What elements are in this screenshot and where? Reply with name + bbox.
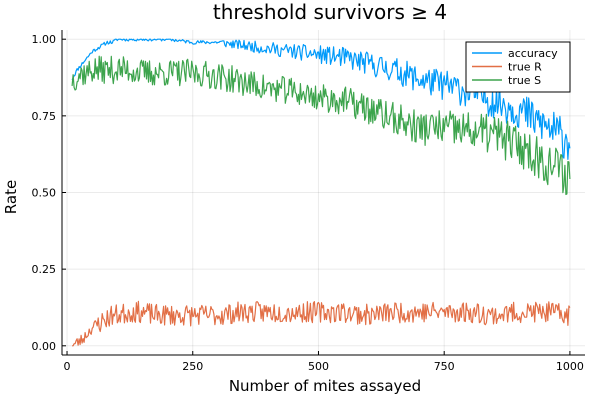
x-tick-label: 500 [308,360,329,373]
series-line-true-s [71,55,571,196]
axes-layer: 0 250 500 750 1000 0.00 0.25 0.50 0.75 1.00 [32,30,585,373]
grid-layer [62,30,585,355]
x-axis-label: Number of mites assayed [229,377,421,395]
legend-label: true R [508,61,542,74]
legend-label: true S [508,74,541,87]
series-line-accuracy [71,38,571,160]
y-axis-label: Rate [2,180,20,214]
series-layer [71,38,571,347]
y-tick-label: 1.00 [32,33,57,46]
y-tick-label: 0.00 [32,340,57,353]
x-tick-label: 1000 [556,360,584,373]
chart-title: threshold survivors ≥ 4 [213,0,447,24]
legend-label: accuracy [508,47,558,60]
series-line-true-r [72,300,571,347]
x-tick-label: 250 [182,360,203,373]
y-tick-label: 0.50 [32,187,57,200]
x-tick-label: 0 [64,360,71,373]
x-tick-label: 750 [434,360,455,373]
y-tick-label: 0.75 [32,110,57,123]
y-tick-label: 0.25 [32,263,57,276]
